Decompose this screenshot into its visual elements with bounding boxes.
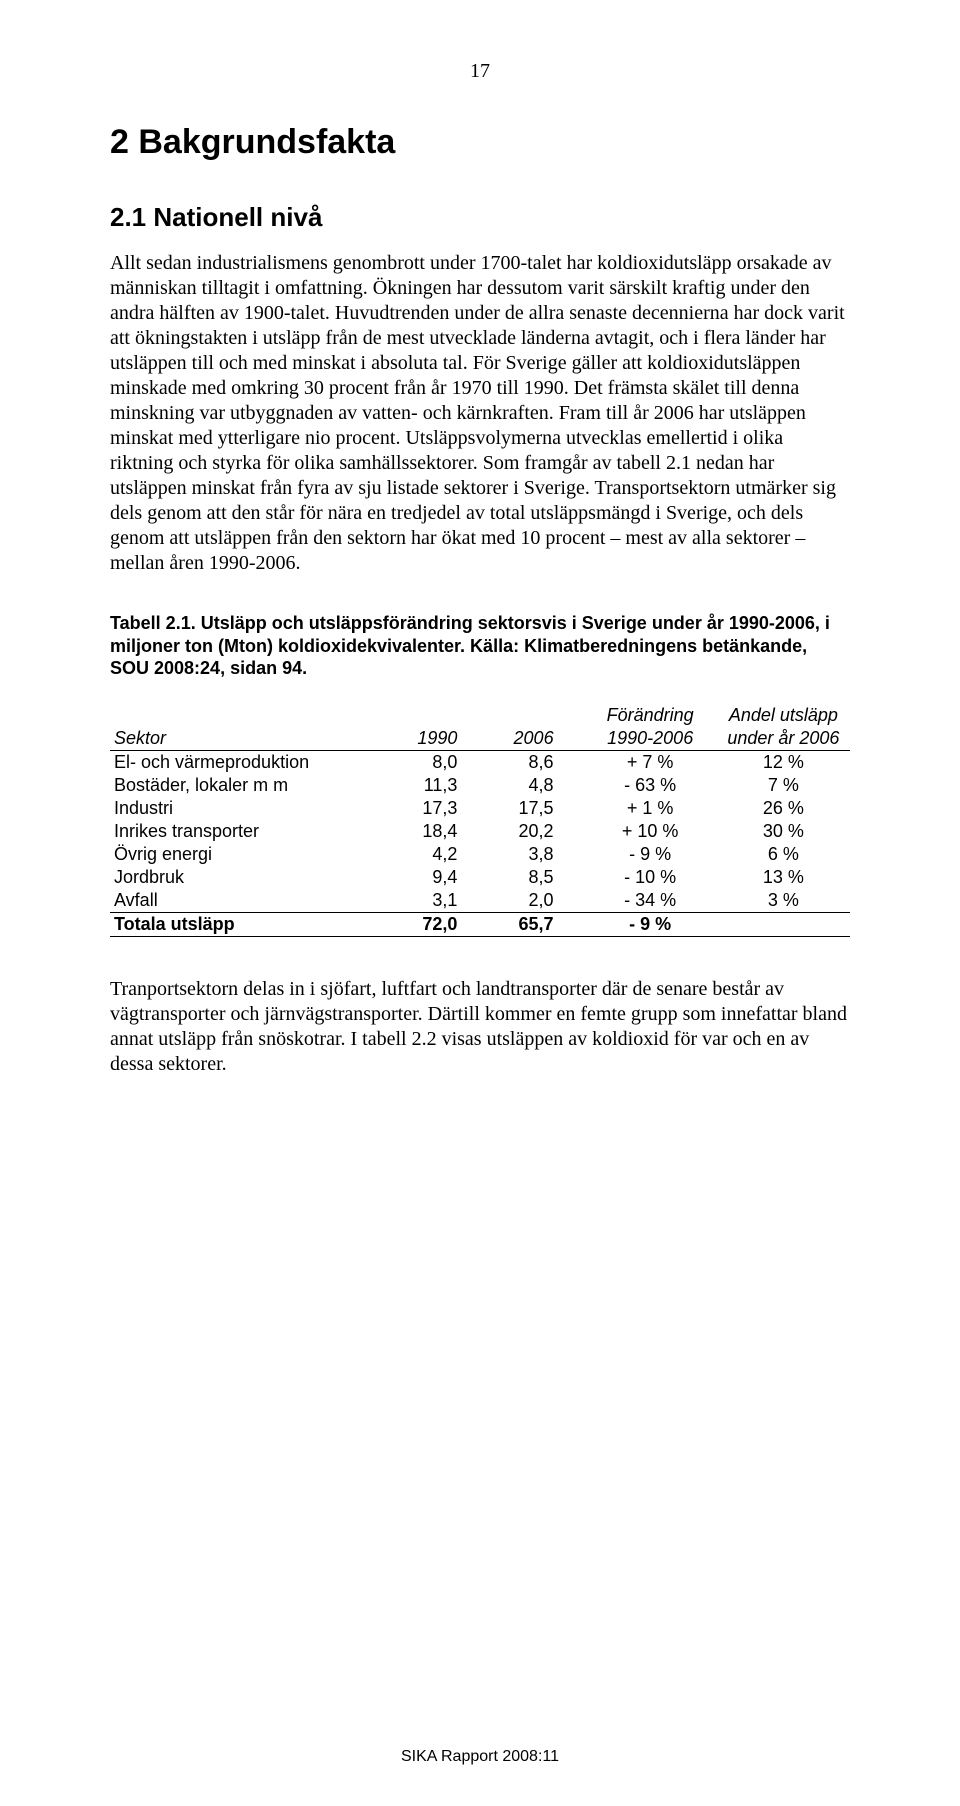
col-share-top: Andel utsläpp bbox=[717, 704, 850, 727]
table-row: Avfall 3,1 2,0 - 34 % 3 % bbox=[110, 889, 850, 913]
cell-share bbox=[717, 912, 850, 936]
body-paragraph: Allt sedan industrialismens genombrott u… bbox=[110, 251, 850, 576]
col-sector: Sektor bbox=[110, 727, 391, 751]
cell-1990: 18,4 bbox=[391, 820, 487, 843]
cell-2006: 8,5 bbox=[487, 866, 583, 889]
cell-share: 13 % bbox=[717, 866, 850, 889]
chapter-heading: 2 Bakgrundsfakta bbox=[110, 123, 850, 162]
cell-2006: 8,6 bbox=[487, 750, 583, 774]
table-row: Övrig energi 4,2 3,8 - 9 % 6 % bbox=[110, 843, 850, 866]
col-change-top: Förändring bbox=[584, 704, 717, 727]
cell-sector: Bostäder, lokaler m m bbox=[110, 774, 391, 797]
table-caption: Tabell 2.1. Utsläpp och utsläppsförändri… bbox=[110, 612, 850, 680]
cell-2006: 65,7 bbox=[487, 912, 583, 936]
cell-share: 26 % bbox=[717, 797, 850, 820]
cell-2006: 3,8 bbox=[487, 843, 583, 866]
cell-share: 12 % bbox=[717, 750, 850, 774]
cell-sector: Övrig energi bbox=[110, 843, 391, 866]
cell-share: 3 % bbox=[717, 889, 850, 913]
cell-1990: 11,3 bbox=[391, 774, 487, 797]
cell-change: - 9 % bbox=[584, 843, 717, 866]
cell-1990: 8,0 bbox=[391, 750, 487, 774]
cell-1990: 72,0 bbox=[391, 912, 487, 936]
cell-2006: 2,0 bbox=[487, 889, 583, 913]
cell-2006: 4,8 bbox=[487, 774, 583, 797]
after-table-paragraph: Tranportsektorn delas in i sjöfart, luft… bbox=[110, 977, 850, 1077]
page-number: 17 bbox=[110, 60, 850, 83]
cell-sector: Totala utsläpp bbox=[110, 912, 391, 936]
cell-1990: 17,3 bbox=[391, 797, 487, 820]
col-2006: 2006 bbox=[487, 727, 583, 751]
col-share: under år 2006 bbox=[717, 727, 850, 751]
cell-1990: 9,4 bbox=[391, 866, 487, 889]
cell-sector: Industri bbox=[110, 797, 391, 820]
table-row: Jordbruk 9,4 8,5 - 10 % 13 % bbox=[110, 866, 850, 889]
section-heading: 2.1 Nationell nivå bbox=[110, 202, 850, 233]
cell-2006: 17,5 bbox=[487, 797, 583, 820]
cell-change: - 34 % bbox=[584, 889, 717, 913]
col-change: 1990-2006 bbox=[584, 727, 717, 751]
cell-change: + 1 % bbox=[584, 797, 717, 820]
cell-1990: 4,2 bbox=[391, 843, 487, 866]
cell-change: - 10 % bbox=[584, 866, 717, 889]
col-1990: 1990 bbox=[391, 727, 487, 751]
table-header-row-2: Sektor 1990 2006 1990-2006 under år 2006 bbox=[110, 727, 850, 751]
cell-change: + 10 % bbox=[584, 820, 717, 843]
cell-share: 7 % bbox=[717, 774, 850, 797]
table-row: Inrikes transporter 18,4 20,2 + 10 % 30 … bbox=[110, 820, 850, 843]
cell-2006: 20,2 bbox=[487, 820, 583, 843]
table-row: Industri 17,3 17,5 + 1 % 26 % bbox=[110, 797, 850, 820]
cell-change: - 63 % bbox=[584, 774, 717, 797]
cell-1990: 3,1 bbox=[391, 889, 487, 913]
cell-share: 6 % bbox=[717, 843, 850, 866]
table-total-row: Totala utsläpp 72,0 65,7 - 9 % bbox=[110, 912, 850, 936]
table-body: El- och värmeproduktion 8,0 8,6 + 7 % 12… bbox=[110, 750, 850, 936]
page-footer: SIKA Rapport 2008:11 bbox=[0, 1748, 960, 1766]
cell-sector: Jordbruk bbox=[110, 866, 391, 889]
table-row: Bostäder, lokaler m m 11,3 4,8 - 63 % 7 … bbox=[110, 774, 850, 797]
cell-sector: Avfall bbox=[110, 889, 391, 913]
table-header-row-1: Förändring Andel utsläpp bbox=[110, 704, 850, 727]
emissions-table: Förändring Andel utsläpp Sektor 1990 200… bbox=[110, 704, 850, 937]
cell-share: 30 % bbox=[717, 820, 850, 843]
table-row: El- och värmeproduktion 8,0 8,6 + 7 % 12… bbox=[110, 750, 850, 774]
cell-sector: El- och värmeproduktion bbox=[110, 750, 391, 774]
cell-change: - 9 % bbox=[584, 912, 717, 936]
cell-change: + 7 % bbox=[584, 750, 717, 774]
document-page: 17 2 Bakgrundsfakta 2.1 Nationell nivå A… bbox=[0, 0, 960, 1806]
cell-sector: Inrikes transporter bbox=[110, 820, 391, 843]
